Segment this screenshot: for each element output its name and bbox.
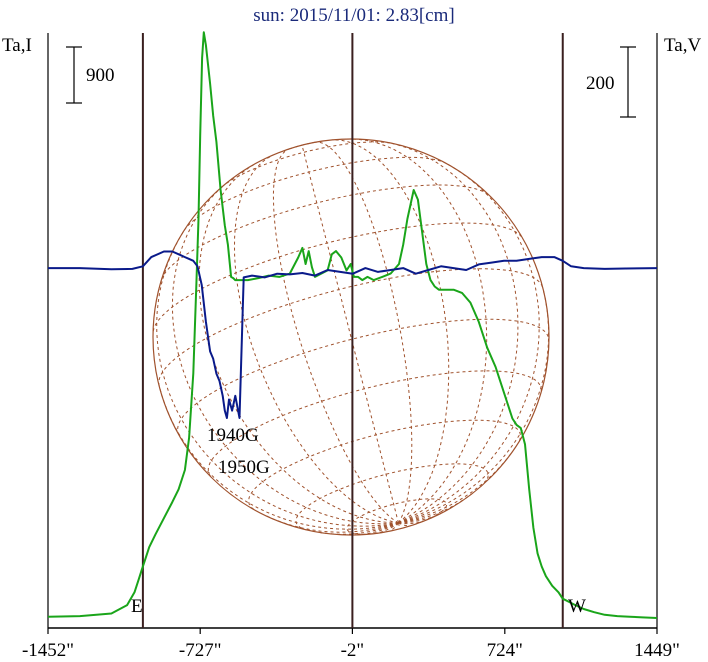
series-stokes-v-line xyxy=(48,250,658,419)
right-scale-label: 200 xyxy=(586,73,615,94)
longitude-line xyxy=(264,514,399,533)
longitude-line xyxy=(272,148,399,524)
x-tick-label: 1449" xyxy=(634,640,680,661)
longitude-line xyxy=(198,163,399,524)
x-tick-label: 724" xyxy=(487,640,523,661)
chart-title: sun: 2015/11/01: 2.83[cm] xyxy=(253,5,454,26)
longitude-line xyxy=(374,522,399,534)
annotation-1950g: 1950G xyxy=(218,457,270,478)
east-limb-label: E xyxy=(131,596,143,617)
longitude-line xyxy=(301,145,399,524)
latitude-line xyxy=(289,141,316,150)
right-axis-label: Ta,V xyxy=(664,35,701,56)
longitude-line xyxy=(389,522,399,532)
latitude-line xyxy=(177,318,550,435)
longitude-line xyxy=(389,142,519,524)
series-stokes-i-line xyxy=(47,31,658,619)
x-tick-label: -1452" xyxy=(22,640,74,661)
left-axis-label: Ta,I xyxy=(2,35,32,56)
annotation-1940g: 1940G xyxy=(207,425,259,446)
x-axis-ticks: -1452" -727" -2" 724" 1449" xyxy=(22,628,680,661)
longitude-line xyxy=(171,185,399,525)
data-series xyxy=(47,31,658,619)
longitude-line xyxy=(398,522,411,527)
longitude-line xyxy=(356,522,399,536)
latitude-line xyxy=(221,141,393,188)
longitude-line xyxy=(398,520,425,525)
west-limb-label: W xyxy=(568,596,586,617)
longitude-line xyxy=(398,451,513,524)
latitude-line xyxy=(295,463,489,531)
longitude-line xyxy=(320,522,399,535)
solar-limb-circle xyxy=(152,138,550,536)
solar-disk-grid xyxy=(152,138,550,536)
longitude-line xyxy=(352,138,488,524)
x-tick-label: -2" xyxy=(341,640,365,661)
longitude-line xyxy=(233,154,399,524)
longitude-line xyxy=(398,493,472,524)
x-tick-label: -727" xyxy=(179,640,222,661)
longitude-line xyxy=(398,522,401,529)
longitude-line xyxy=(314,141,413,524)
right-scale-bar xyxy=(620,46,636,118)
left-scale-label: 900 xyxy=(86,65,115,86)
longitude-line xyxy=(398,513,441,524)
left-scale-bar xyxy=(66,46,82,104)
chart-labels: Ta,I Ta,V 900 200 E W 1940G 1950G xyxy=(2,35,701,617)
longitude-line xyxy=(332,139,450,524)
